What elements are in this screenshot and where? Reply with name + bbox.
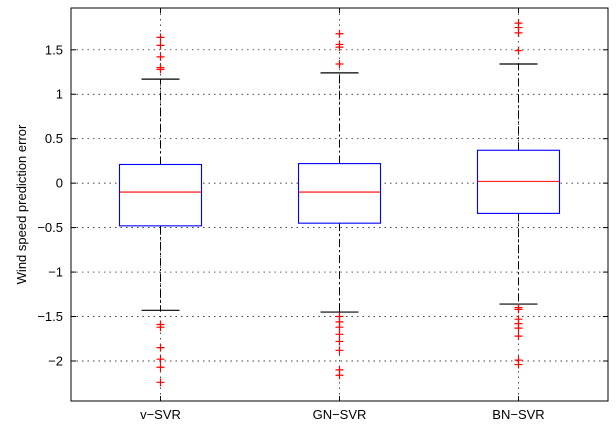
y-tick-label: 0.5 xyxy=(45,131,63,146)
outlier-point xyxy=(335,60,344,69)
outlier-point xyxy=(335,337,344,346)
box-layer xyxy=(118,19,561,387)
outlier-point xyxy=(514,46,523,55)
outlier-point xyxy=(514,324,523,333)
outlier-point xyxy=(514,360,523,369)
outlier-point xyxy=(156,52,165,61)
outlier-point xyxy=(156,41,165,50)
outlier-point xyxy=(156,378,165,387)
axis-layer: −2 −1.5 −1 −0.5 0 0.5 1 1.5 v−SVR GN−SVR BN−SVR xyxy=(37,8,608,422)
y-tick-label: −0.5 xyxy=(37,220,63,235)
outlier-point xyxy=(335,323,344,332)
box-group xyxy=(297,29,382,380)
x-tick-label: v−SVR xyxy=(140,407,181,422)
y-tick-label: 1.5 xyxy=(45,42,63,57)
outlier-point xyxy=(514,332,523,341)
outlier-point xyxy=(156,323,165,332)
box-group xyxy=(118,33,203,387)
y-tick-label: 1 xyxy=(56,87,63,102)
x-tick-label: BN−SVR xyxy=(492,407,544,422)
y-axis-label: Wind speed prediction error xyxy=(14,124,29,284)
outlier-point xyxy=(156,65,165,74)
y-tick-label: 0 xyxy=(56,176,63,191)
outlier-point xyxy=(156,355,165,364)
x-tick-label: GN−SVR xyxy=(313,407,367,422)
outlier-point xyxy=(514,305,523,314)
outlier-point xyxy=(514,28,523,37)
y-tick-label: −2 xyxy=(48,353,63,368)
outlier-point xyxy=(335,330,344,339)
outlier-point xyxy=(335,29,344,38)
y-tick-label: −1.5 xyxy=(37,309,63,324)
iqr-box xyxy=(118,163,203,227)
outlier-point xyxy=(335,371,344,380)
box-group xyxy=(476,19,561,369)
outlier-point xyxy=(335,43,344,52)
outlier-point xyxy=(156,363,165,372)
outlier-point xyxy=(335,346,344,355)
outlier-point xyxy=(156,343,165,352)
iqr-box xyxy=(297,163,382,224)
outlier-point xyxy=(156,33,165,42)
y-tick-label: −1 xyxy=(48,265,63,280)
